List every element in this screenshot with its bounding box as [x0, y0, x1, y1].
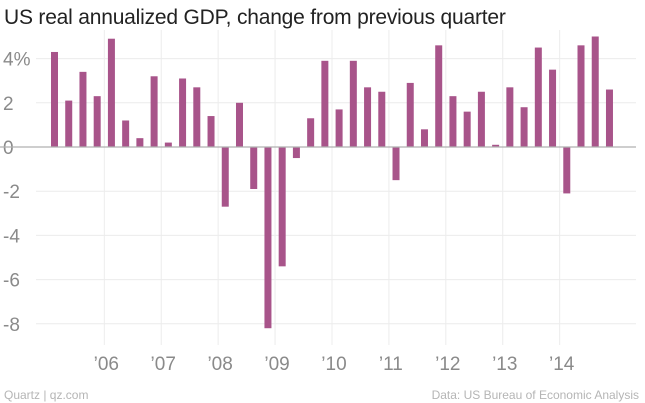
bar: 2009Q1: -5.4 — [278, 147, 286, 267]
bar: 2008Q1: -2.7 — [221, 147, 229, 207]
bar: 2005Q1: 4.3 — [51, 51, 58, 147]
bar: 2012Q4: 0.1 — [492, 144, 500, 147]
bar: 2011Q4: 4.6 — [435, 45, 443, 148]
x-tick-label: ’08 — [207, 354, 232, 375]
bar: 2007Q2: 3.1 — [179, 78, 187, 147]
y-tick-label: -6 — [3, 271, 20, 292]
bar: 2011Q1: -1.5 — [392, 147, 400, 181]
bar: 2010Q2: 3.9 — [349, 60, 357, 148]
bar: 2010Q1: 1.7 — [335, 109, 343, 147]
bar: 2011Q3: 0.8 — [420, 129, 428, 147]
y-tick-label: 2 — [3, 94, 14, 115]
bar: 2006Q3: 0.4 — [136, 138, 144, 147]
source-credit: Quartz | qz.com — [4, 388, 89, 402]
x-tick-label: ’10 — [321, 354, 346, 375]
bar: 2009Q2: -0.5 — [292, 147, 300, 159]
bar: 2012Q1: 2.3 — [449, 96, 457, 147]
bar: 2006Q4: 3.2 — [150, 76, 158, 147]
gridlines — [36, 30, 636, 345]
bar: 2014Q1: -2.1 — [563, 147, 571, 194]
bar: 2012Q3: 2.5 — [477, 91, 485, 147]
bar: 2014Q3: 5 — [591, 36, 599, 147]
bar: 2013Q1: 2.7 — [506, 87, 514, 147]
data-source: Data: US Bureau of Economic Analysis — [431, 388, 639, 402]
bars: 2005Q1: 4.3 2005Q2: 2.1 2005Q3: 3.4 2005Q4:… — [51, 36, 613, 329]
y-tick-label: 4% — [3, 50, 31, 71]
bar: 2006Q1: 4.9 — [107, 38, 115, 147]
bar: 2008Q2: 2 — [235, 102, 243, 147]
bar: 2007Q4: 1.4 — [207, 116, 215, 147]
y-tick-label: 0 — [3, 138, 14, 159]
bar: 2014Q4: 2.6 — [605, 89, 613, 147]
x-tick-label: ’12 — [435, 354, 460, 375]
x-tick-label: ’13 — [492, 354, 517, 375]
x-tick-label: ’09 — [264, 354, 289, 375]
bar: 2010Q3: 2.7 — [364, 87, 372, 147]
bar: 2005Q4: 2.3 — [93, 96, 101, 147]
x-tick-label: ’06 — [94, 354, 119, 375]
bar: 2008Q3: -1.9 — [250, 147, 258, 189]
bar: 2011Q2: 2.9 — [406, 82, 414, 147]
bar: 2007Q3: 2.7 — [193, 87, 201, 147]
bar: 2013Q4: 3.5 — [549, 69, 557, 147]
x-tick-label: ’07 — [151, 354, 176, 375]
bar: 2006Q2: 1.2 — [122, 120, 130, 147]
chart-title: US real annualized GDP, change from prev… — [4, 6, 506, 29]
bar: 2008Q4: -8.2 — [264, 147, 272, 329]
x-tick-label: ’11 — [379, 354, 403, 375]
bar: 2005Q2: 2.1 — [65, 100, 73, 147]
y-tick-label: -8 — [3, 315, 20, 336]
bar: 2009Q3: 1.3 — [307, 118, 315, 147]
bar: 2009Q4: 3.9 — [321, 60, 329, 148]
bar: 2005Q3: 3.4 — [79, 71, 87, 147]
bar: 2013Q2: 1.8 — [520, 107, 528, 147]
bar: 2010Q4: 2.5 — [378, 91, 386, 147]
y-tick-label: -2 — [3, 182, 20, 203]
bar: 2013Q3: 4.5 — [534, 47, 542, 147]
bar: 2012Q2: 1.6 — [463, 111, 471, 147]
x-tick-label: ’14 — [549, 354, 575, 375]
bar: 2014Q2: 4.6 — [577, 45, 585, 148]
y-tick-label: -4 — [3, 226, 20, 247]
bar: 2007Q1: 0.2 — [164, 142, 172, 147]
axes: 4% 2 0 -2 -4 -6 -8 ’06 ’07 ’08 ’09 ’10 ’11 ’12 ’13 ’14 — [0, 50, 636, 375]
